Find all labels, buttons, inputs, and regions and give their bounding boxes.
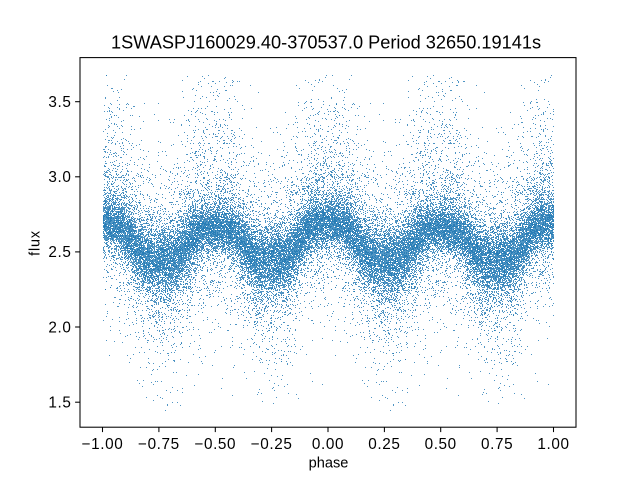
svg-text:3.5: 3.5	[48, 94, 71, 111]
svg-text:1.5: 1.5	[48, 395, 71, 412]
svg-text:0.25: 0.25	[368, 436, 400, 453]
svg-text:phase: phase	[309, 455, 349, 471]
svg-text:−1.00: −1.00	[82, 436, 124, 453]
svg-text:1SWASPJ160029.40-370537.0 Peri: 1SWASPJ160029.40-370537.0 Period 32650.1…	[111, 33, 541, 53]
svg-text:1.00: 1.00	[537, 436, 569, 453]
svg-text:3.0: 3.0	[48, 169, 71, 186]
svg-text:−0.25: −0.25	[251, 436, 293, 453]
svg-text:−0.50: −0.50	[194, 436, 236, 453]
svg-text:0.75: 0.75	[481, 436, 513, 453]
svg-text:2.5: 2.5	[48, 244, 71, 261]
svg-text:0.00: 0.00	[312, 436, 344, 453]
svg-text:−0.75: −0.75	[138, 436, 180, 453]
svg-text:2.0: 2.0	[48, 319, 71, 336]
svg-text:0.50: 0.50	[425, 436, 457, 453]
svg-text:flux: flux	[28, 230, 44, 256]
